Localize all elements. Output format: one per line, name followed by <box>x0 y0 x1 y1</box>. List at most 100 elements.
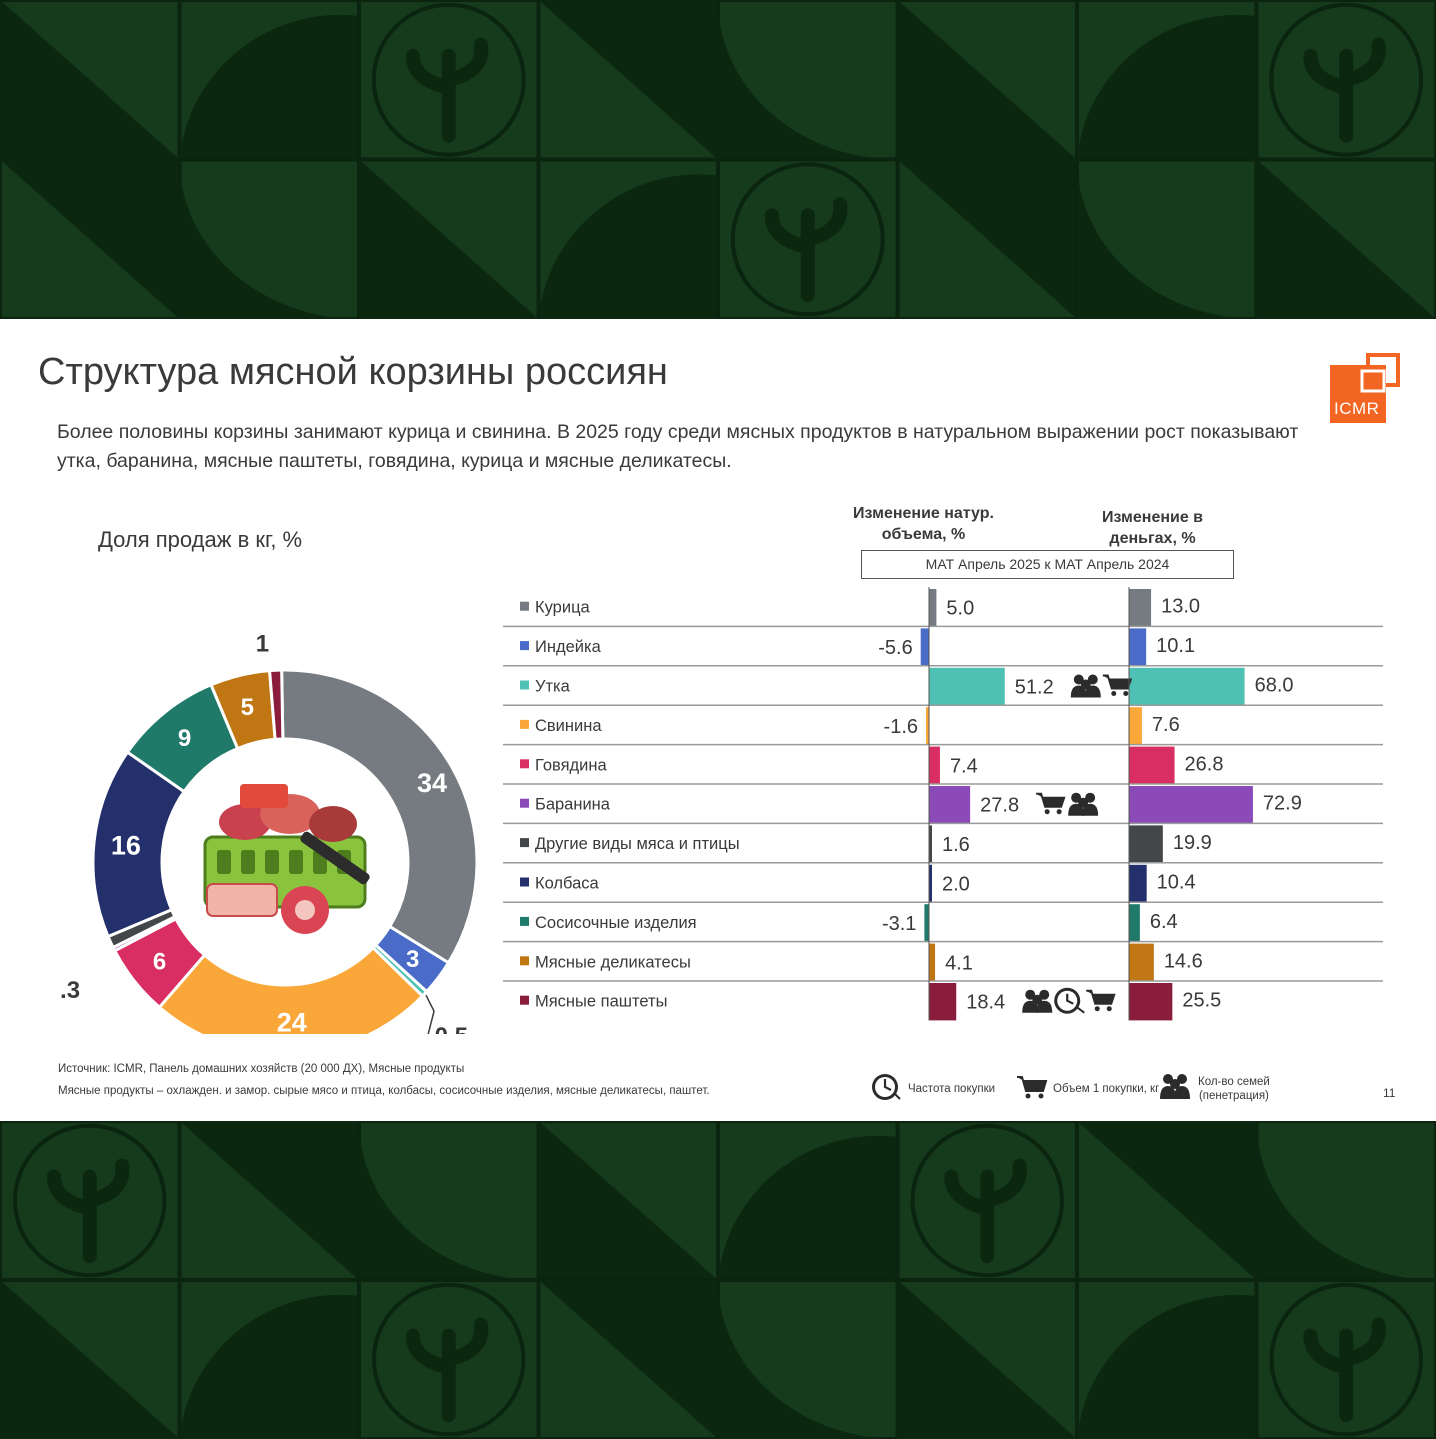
bar-volume-change <box>929 864 932 903</box>
households-icon <box>1022 989 1053 1013</box>
frequency-icon <box>872 1074 901 1100</box>
bar-volume-change <box>929 983 957 1021</box>
bar-volume-value-label: 51.2 <box>1015 677 1054 699</box>
bar-money-change <box>1129 707 1142 745</box>
donut-slice-label: 9 <box>178 725 191 752</box>
icmr-logo: ICMR <box>1328 353 1402 425</box>
bar-volume-change <box>929 825 932 863</box>
bar-money-value-label: 13.0 <box>1161 596 1200 618</box>
bar-volume-change <box>929 667 1005 706</box>
bar-money-change <box>1129 943 1154 981</box>
bar-volume-change <box>920 628 929 666</box>
donut-slice-label: 24 <box>277 1007 307 1034</box>
bar-volume-value-label: 1.6 <box>942 834 970 856</box>
category-swatch <box>520 995 529 1005</box>
category-swatch <box>520 680 529 690</box>
legend-households-line2: (пенетрация) <box>1198 1090 1269 1102</box>
category-swatch <box>520 601 529 611</box>
donut-slice <box>280 668 479 965</box>
bar-money-change <box>1129 983 1173 1021</box>
legend-volume-label: Объем 1 покупки, кг <box>1053 1083 1160 1095</box>
bar-money-value-label: 6.4 <box>1150 911 1178 933</box>
bar-money-change <box>1129 667 1245 706</box>
pie-title: Доля продаж в кг, % <box>98 527 303 552</box>
legend-households-line1: Кол-во семей <box>1198 1076 1270 1088</box>
category-label: Баранина <box>535 796 611 814</box>
column-head-money-line2: деньгах, % <box>1109 530 1196 547</box>
bar-money-value-label: 68.0 <box>1255 675 1294 697</box>
donut-slice-label: 5 <box>241 694 254 721</box>
category-label: Другие виды мяса и птицы <box>535 835 740 853</box>
bar-money-change <box>1129 589 1152 627</box>
category-swatch <box>520 719 529 729</box>
category-swatch <box>520 838 529 848</box>
slide-title: Структура мясной корзины россиян <box>38 351 668 393</box>
bar-volume-change <box>929 746 940 784</box>
category-label: Утка <box>535 678 571 696</box>
donut-slice <box>157 945 425 1034</box>
households-icon <box>1160 1074 1190 1099</box>
donut-slice-label: 0.5 <box>435 1023 468 1034</box>
bar-money-change <box>1129 864 1147 903</box>
donut-slice-label: 6 <box>153 949 166 976</box>
donut-slice <box>267 668 285 742</box>
category-label: Колбаса <box>535 875 600 893</box>
category-swatch <box>520 916 529 926</box>
change-bar-chart: Курица 5.0 13.0 Индейка -5.6 10.1 Утка 51.2 68.0… <box>503 587 1383 1021</box>
category-swatch <box>520 956 529 966</box>
column-head-money: Изменение в деньгах, % <box>1080 507 1225 549</box>
category-swatch <box>520 759 529 769</box>
bar-volume-value-label: -1.6 <box>884 716 918 738</box>
cart-icon <box>1017 1076 1048 1099</box>
bar-volume-change <box>929 786 971 824</box>
bar-volume-change <box>929 589 937 627</box>
bar-money-value-label: 26.8 <box>1185 753 1224 775</box>
bar-volume-value-label: 27.8 <box>980 795 1019 817</box>
bar-money-change <box>1129 628 1147 666</box>
donut-slice-label: 16 <box>111 831 141 861</box>
page-number: 11 <box>1383 1086 1396 1100</box>
bar-money-value-label: 25.5 <box>1182 990 1221 1012</box>
cart-icon <box>1036 792 1066 815</box>
category-label: Индейка <box>535 638 602 656</box>
bar-money-change <box>1129 746 1175 784</box>
bar-volume-value-label: 5.0 <box>946 598 974 620</box>
column-head-volume-line1: Изменение натур. <box>853 505 994 522</box>
slide-subtitle: Более половины корзины занимают курица и… <box>57 421 1299 472</box>
logo-text: ICMR <box>1334 399 1380 418</box>
donut-slice-label: 34 <box>417 768 447 798</box>
source-note: Источник: ICMR, Панель домашних хозяйств… <box>58 1063 465 1075</box>
category-label: Говядина <box>535 756 607 774</box>
cart-icon <box>1086 989 1116 1012</box>
category-label: Мясные паштеты <box>535 993 667 1011</box>
meat-basket-illustration <box>203 784 370 934</box>
slide: Структура мясной корзины россиян Более п… <box>0 319 1436 1121</box>
bar-money-value-label: 19.9 <box>1173 832 1212 854</box>
bar-volume-change <box>926 707 929 745</box>
bar-volume-value-label: -5.6 <box>878 637 912 659</box>
bar-volume-value-label: -3.1 <box>882 913 916 935</box>
category-label: Курица <box>535 599 591 617</box>
donut-slice-label: 0.3 <box>60 977 80 1004</box>
column-head-volume: Изменение натур. объема, % <box>846 503 1001 545</box>
bar-money-value-label: 72.9 <box>1263 793 1302 815</box>
category-label: Мясные деликатесы <box>535 953 691 971</box>
donut-leader-line <box>425 994 435 1034</box>
bar-volume-change <box>929 943 936 981</box>
category-swatch <box>520 877 529 887</box>
cart-icon <box>1102 674 1133 696</box>
households-icon <box>1068 792 1099 816</box>
bar-volume-value-label: 7.4 <box>950 755 978 777</box>
legend-frequency-label: Частота покупки <box>908 1083 996 1095</box>
bar-money-value-label: 7.6 <box>1152 714 1180 736</box>
bar-money-value-label: 14.6 <box>1164 950 1203 972</box>
column-head-money-line1: Изменение в <box>1101 509 1204 526</box>
bar-money-value-label: 10.1 <box>1156 635 1195 657</box>
bar-volume-change <box>924 904 929 942</box>
bar-volume-value-label: 2.0 <box>942 874 970 896</box>
households-icon <box>1070 674 1101 698</box>
donut-slice-label: 3 <box>406 946 419 973</box>
period-box: МАТ Апрель 2025 к МАТ Апрель 2024 <box>861 550 1234 579</box>
category-label: Сосисочные изделия <box>535 914 697 932</box>
category-swatch <box>520 641 529 651</box>
